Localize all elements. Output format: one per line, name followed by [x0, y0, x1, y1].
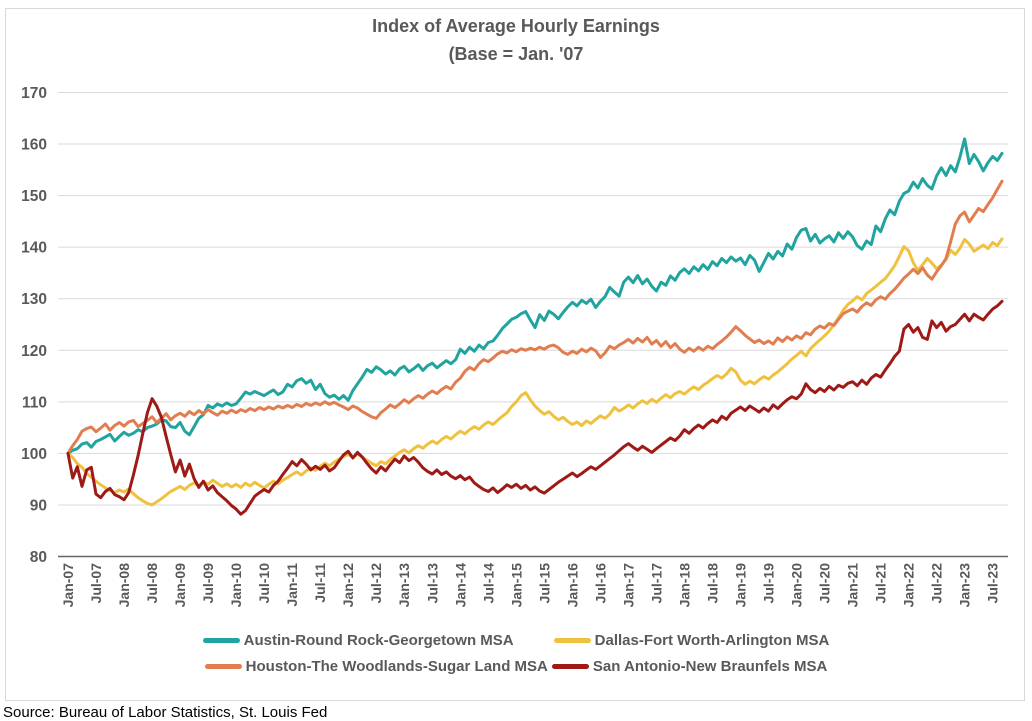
x-tick-label: Jan-21 [845, 563, 861, 608]
x-tick-label: Jul-16 [592, 563, 608, 604]
chart-title-line1: Index of Average Hourly Earnings [372, 16, 660, 36]
x-tick-label: Jan-09 [172, 563, 188, 608]
y-tick-label: 150 [21, 188, 47, 205]
y-tick-label: 100 [21, 446, 47, 463]
x-tick-label: Jan-13 [396, 563, 412, 608]
x-tick-label: Jul-17 [648, 563, 664, 604]
legend-row-2: Houston-The Woodlands-Sugar Land MSA San… [204, 658, 828, 675]
legend-item-sanantonio: San Antonio-New Braunfels MSA [551, 658, 828, 675]
legend-label-austin: Austin-Round Rock-Georgetown MSA [243, 632, 514, 649]
x-tick-label: Jul-09 [200, 563, 216, 604]
legend-label-houston: Houston-The Woodlands-Sugar Land MSA [245, 658, 548, 675]
x-tick-label: Jul-12 [368, 563, 384, 604]
x-tick-label: Jul-23 [985, 563, 1001, 604]
x-tick-label: Jul-21 [873, 563, 889, 604]
x-tick-label: Jul-15 [536, 563, 552, 604]
x-tick-label: Jan-08 [116, 563, 132, 608]
x-tick-label: Jan-11 [284, 563, 300, 607]
legend: Austin-Round Rock-Georgetown MSA Dallas-… [0, 632, 1032, 675]
x-tick-label: Jul-07 [88, 563, 104, 604]
series-line-0 [66, 137, 1004, 455]
y-tick-label: 170 [21, 85, 47, 102]
chart-frame [5, 8, 1025, 701]
y-tick-label: 90 [30, 497, 47, 514]
x-tick-label: Jul-08 [144, 563, 160, 604]
x-tick-label: Jul-11 [312, 563, 328, 603]
x-tick-label: Jul-18 [704, 563, 720, 604]
y-tick-label: 110 [22, 394, 47, 411]
x-tick-label: Jan-16 [564, 563, 580, 608]
x-tick-label: Jan-19 [732, 563, 748, 608]
x-tick-label: Jan-17 [620, 563, 636, 608]
x-tick-label: Jul-10 [256, 563, 272, 604]
x-tick-label: Jan-07 [60, 563, 76, 608]
y-tick-label: 140 [21, 240, 47, 257]
x-tick-label: Jul-14 [480, 563, 496, 604]
legend-swatch-houston [204, 664, 242, 669]
x-tick-label: Jan-22 [901, 563, 917, 608]
chart-title-line2: (Base = Jan. '07 [448, 44, 584, 64]
x-tick-label: Jan-14 [452, 563, 468, 608]
legend-swatch-austin [202, 638, 240, 643]
x-tick-label: Jan-18 [676, 563, 692, 608]
series-line-2 [66, 179, 1004, 455]
legend-item-austin: Austin-Round Rock-Georgetown MSA [202, 632, 514, 649]
y-tick-label: 120 [21, 343, 47, 360]
legend-item-dallas: Dallas-Fort Worth-Arlington MSA [553, 632, 830, 649]
x-tick-label: Jul-20 [817, 563, 833, 604]
y-tick-label: 80 [30, 549, 47, 566]
legend-row-1: Austin-Round Rock-Georgetown MSA Dallas-… [202, 632, 830, 649]
legend-swatch-dallas [553, 638, 591, 643]
legend-label-dallas: Dallas-Fort Worth-Arlington MSA [594, 632, 830, 649]
x-tick-label: Jul-19 [761, 563, 777, 604]
x-tick-label: Jul-22 [929, 563, 945, 604]
x-tick-label: Jan-23 [957, 563, 973, 608]
legend-swatch-sanantonio [551, 664, 589, 669]
x-tick-label: Jan-12 [340, 563, 356, 608]
y-tick-label: 130 [21, 291, 47, 308]
legend-item-houston: Houston-The Woodlands-Sugar Land MSA [204, 658, 548, 675]
chart-title: Index of Average Hourly Earnings (Base =… [0, 12, 1032, 68]
x-tick-label: Jan-10 [228, 563, 244, 608]
series-line-3 [66, 299, 1004, 516]
x-tick-label: Jan-15 [508, 563, 524, 608]
source-note: Source: Bureau of Labor Statistics, St. … [3, 704, 328, 721]
legend-label-sanantonio: San Antonio-New Braunfels MSA [592, 658, 828, 675]
x-tick-label: Jul-13 [424, 563, 440, 604]
series-line-1 [66, 237, 1004, 507]
x-tick-label: Jan-20 [789, 563, 805, 608]
y-tick-label: 160 [21, 137, 47, 154]
